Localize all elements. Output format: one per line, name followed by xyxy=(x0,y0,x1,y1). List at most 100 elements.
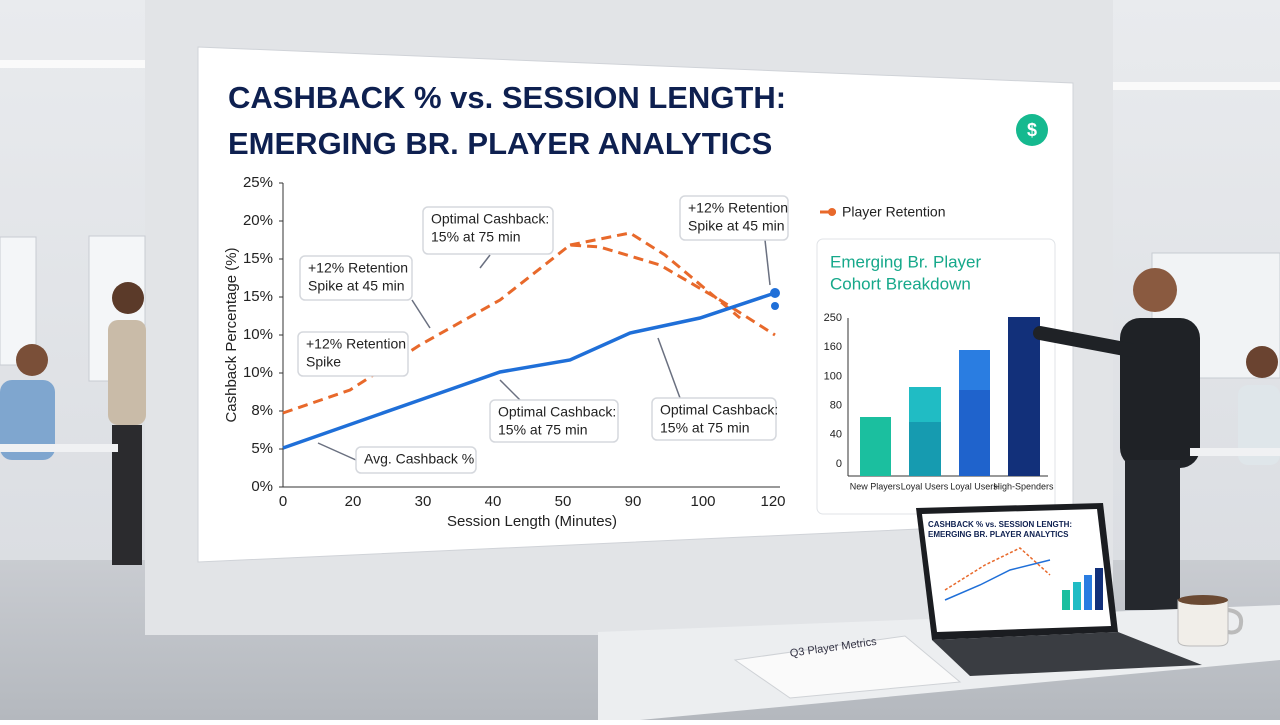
y-tick-label: 5% xyxy=(251,440,273,457)
line-end-dot xyxy=(771,302,779,310)
legend-label: Player Retention xyxy=(842,204,946,220)
x-tick-label: 0 xyxy=(279,493,287,510)
inset-title: Cohort Breakdown xyxy=(830,274,971,293)
x-tick-label: 90 xyxy=(625,493,642,510)
inset-bar xyxy=(959,390,990,476)
people xyxy=(0,268,1280,610)
annotation-text: +12% Retention xyxy=(308,260,408,276)
annotation-box xyxy=(297,331,409,377)
annotation-text: Optimal Cashback: xyxy=(660,402,778,418)
ceiling-light xyxy=(0,60,145,68)
inset-y-tick-label: 160 xyxy=(824,341,842,353)
annotation-pointer xyxy=(764,239,771,286)
cashback-line xyxy=(282,291,776,450)
person-head xyxy=(1246,346,1278,378)
inset-category-label: Loyal Users xyxy=(901,481,949,491)
presenter-head xyxy=(1133,268,1177,312)
coffee xyxy=(1178,595,1228,605)
desk xyxy=(1190,448,1280,456)
mug-handle xyxy=(1227,608,1244,635)
annotation-box xyxy=(355,446,477,474)
person-head xyxy=(16,344,48,376)
annotation-text: Spike at 45 min xyxy=(688,218,785,234)
x-tick-label: 20 xyxy=(345,493,362,510)
x-tick-label: 30 xyxy=(415,493,432,510)
laptop-bar xyxy=(1084,575,1092,610)
presenter-arm xyxy=(1033,326,1137,357)
inset-category-label: New Players xyxy=(850,481,901,491)
laptop-base xyxy=(932,632,1202,676)
dollar-icon xyxy=(1016,114,1048,146)
inset-y-tick-label: 100 xyxy=(824,370,842,382)
person xyxy=(108,320,146,425)
annotation-text: Spike xyxy=(306,354,341,370)
inset-bar xyxy=(860,417,891,476)
x-tick-label: 100 xyxy=(690,493,715,510)
inset-title: Emerging Br. Player xyxy=(830,252,982,271)
annotation-text: +12% Retention xyxy=(688,200,788,216)
annotation-box xyxy=(679,195,789,241)
person xyxy=(0,380,55,460)
annotation-text: 15% at 75 min xyxy=(498,422,588,438)
annotation-text: 15% at 75 min xyxy=(431,229,521,245)
laptop-bar xyxy=(1073,582,1081,610)
x-tick-label: 50 xyxy=(555,493,572,510)
laptop-bar xyxy=(1095,568,1103,610)
mug xyxy=(1177,599,1229,647)
annotation-text: Optimal Cashback: xyxy=(498,404,616,420)
retention-line xyxy=(569,231,741,320)
laptop-bar xyxy=(1062,590,1070,610)
annotation-box xyxy=(299,255,413,301)
annotation-box xyxy=(489,399,619,443)
line-chart: Player Retention Cashback Percentage (%)… xyxy=(223,183,946,530)
x-axis-title: Session Length (Minutes) xyxy=(447,513,617,530)
annotation-box xyxy=(651,397,777,441)
annotation-text: Spike at 45 min xyxy=(308,278,405,294)
screen-title: CASHBACK % vs. SESSION LENGTH: xyxy=(228,80,786,115)
y-axis-title: Cashback Percentage (%) xyxy=(223,247,240,422)
annotation-pointer xyxy=(657,337,681,399)
annotation-text: 15% at 75 min xyxy=(660,420,750,436)
laptop-title: CASHBACK % vs. SESSION LENGTH: xyxy=(928,520,1072,529)
inset-y-tick-label: 250 xyxy=(824,312,842,324)
presenter xyxy=(1120,318,1200,468)
annotation-text: Avg. Cashback % xyxy=(364,451,474,467)
y-tick-label: 10% xyxy=(243,326,273,343)
inset-bar xyxy=(1008,317,1040,476)
y-tick-label: 15% xyxy=(243,250,273,267)
inset-y-tick-label: 80 xyxy=(830,400,842,412)
paper xyxy=(733,635,962,699)
laptop-line xyxy=(944,559,1051,601)
annotation-pointer xyxy=(499,379,521,401)
line-end-dot xyxy=(770,288,780,298)
inset-y-tick-label: 40 xyxy=(830,429,842,441)
y-tick-label: 20% xyxy=(243,212,273,229)
y-tick-label: 0% xyxy=(251,478,273,495)
y-tick-label: 25% xyxy=(243,174,273,191)
annotation-box xyxy=(422,206,554,255)
x-tick-label: 40 xyxy=(485,493,502,510)
inset-y-tick-label: 0 xyxy=(836,458,842,470)
annotation-text: Optimal Cashback: xyxy=(431,211,549,227)
laptop-line xyxy=(944,547,1051,591)
y-tick-label: 10% xyxy=(243,364,273,381)
y-tick-label: 15% xyxy=(243,288,273,305)
person-head xyxy=(112,282,144,314)
ceiling-light xyxy=(1113,82,1280,90)
laptop-title: EMERGING BR. PLAYER ANALYTICS xyxy=(928,530,1069,539)
annotation-text: +12% Retention xyxy=(306,336,406,352)
y-tick-label: 8% xyxy=(251,402,273,419)
icon-glyph: $ xyxy=(1027,120,1037,140)
desk xyxy=(0,444,118,452)
inset-category-label: Loyal Users xyxy=(950,481,998,491)
screen-title: EMERGING BR. PLAYER ANALYTICS xyxy=(228,126,772,161)
x-tick-label: 120 xyxy=(760,493,785,510)
legend-swatch xyxy=(828,208,836,216)
annotation-pointer xyxy=(411,299,431,329)
annotation-pointer xyxy=(479,254,491,269)
annotation-pointer xyxy=(317,442,357,461)
inset-category-label: High-Spenders xyxy=(993,481,1054,491)
inset-bar xyxy=(909,422,941,476)
presenter-legs xyxy=(1125,460,1180,610)
